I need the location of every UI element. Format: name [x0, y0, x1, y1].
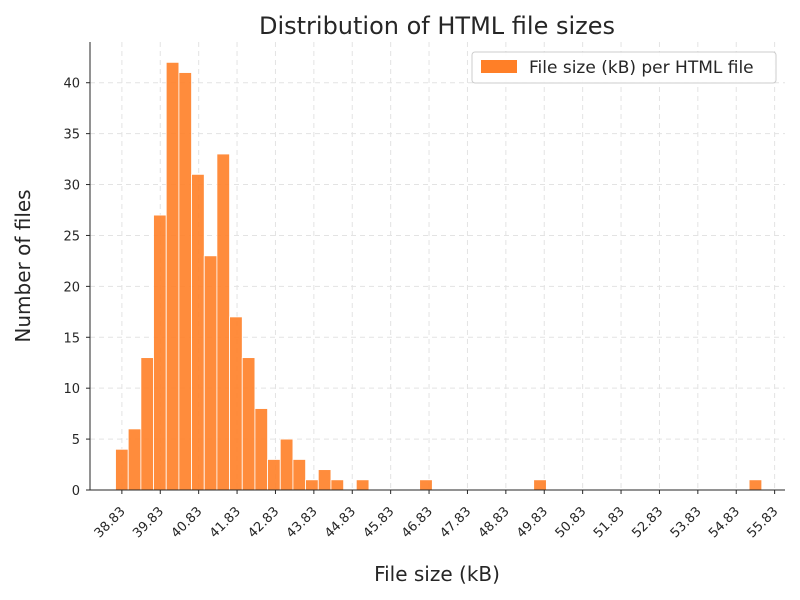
x-tick-label: 43.83	[284, 504, 321, 541]
histogram-bar	[216, 153, 230, 491]
histogram-bar	[153, 214, 167, 491]
legend: File size (kB) per HTML file	[471, 51, 777, 84]
histogram-bar	[127, 428, 142, 491]
x-tick-label: 38.83	[92, 504, 129, 541]
x-tick-label: 55.83	[745, 504, 782, 541]
histogram-bar	[355, 479, 370, 491]
histogram-bar	[191, 173, 205, 491]
histogram-bar	[748, 479, 763, 491]
histogram-bar	[279, 438, 294, 491]
histogram-bar	[241, 357, 256, 491]
legend-frame	[471, 51, 777, 84]
y-tick-label: 0	[72, 484, 80, 499]
x-tick-label: 47.83	[437, 504, 474, 541]
chart-title: Distribution of HTML file sizes	[259, 12, 615, 40]
histogram-bar	[330, 479, 345, 491]
legend-swatch	[481, 60, 517, 73]
y-tick-label: 40	[63, 77, 80, 92]
x-tick-label: 53.83	[668, 504, 705, 541]
legend-label: File size (kB) per HTML file	[529, 58, 754, 78]
y-tick-label: 5	[72, 433, 80, 448]
y-tick-label: 35	[63, 128, 80, 143]
histogram-bar	[254, 408, 268, 491]
histogram-bar	[305, 479, 319, 491]
histogram-bar	[140, 357, 154, 491]
bars-layer	[115, 61, 763, 491]
y-tick-label: 30	[63, 179, 80, 194]
x-tick-label: 46.83	[399, 504, 436, 541]
y-tick-label: 15	[63, 331, 80, 346]
histogram-bar	[533, 479, 547, 491]
histogram-bar	[292, 459, 307, 491]
axes-layer	[89, 42, 785, 491]
x-tick-label: 39.83	[130, 504, 167, 541]
x-tick-label: 49.83	[514, 504, 551, 541]
histogram-bar	[317, 469, 332, 491]
histogram-bar	[178, 72, 192, 491]
x-tick-label: 50.83	[553, 504, 590, 541]
histogram-bar	[419, 479, 433, 491]
y-tick-label: 10	[63, 382, 80, 397]
x-tick-label: 42.83	[245, 504, 282, 541]
y-tick-label: 25	[63, 229, 80, 244]
histogram-bar	[267, 459, 281, 491]
y-axis-title: Number of files	[11, 189, 35, 342]
histogram-bar	[115, 448, 129, 491]
x-axis-title: File size (kB)	[374, 562, 500, 586]
y-tick-label: 20	[63, 280, 80, 295]
x-tick-label: 51.83	[591, 504, 628, 541]
histogram-bar	[203, 255, 218, 491]
x-tick-label: 54.83	[706, 504, 743, 541]
histogram-bar	[165, 61, 180, 491]
x-tick-label: 48.83	[476, 504, 513, 541]
x-tick-label: 45.83	[361, 504, 398, 541]
x-tick-label: 40.83	[169, 504, 206, 541]
x-tick-label: 44.83	[322, 504, 359, 541]
x-tick-label: 41.83	[207, 504, 244, 541]
x-tick-label: 52.83	[629, 504, 666, 541]
histogram-bar	[229, 316, 243, 491]
